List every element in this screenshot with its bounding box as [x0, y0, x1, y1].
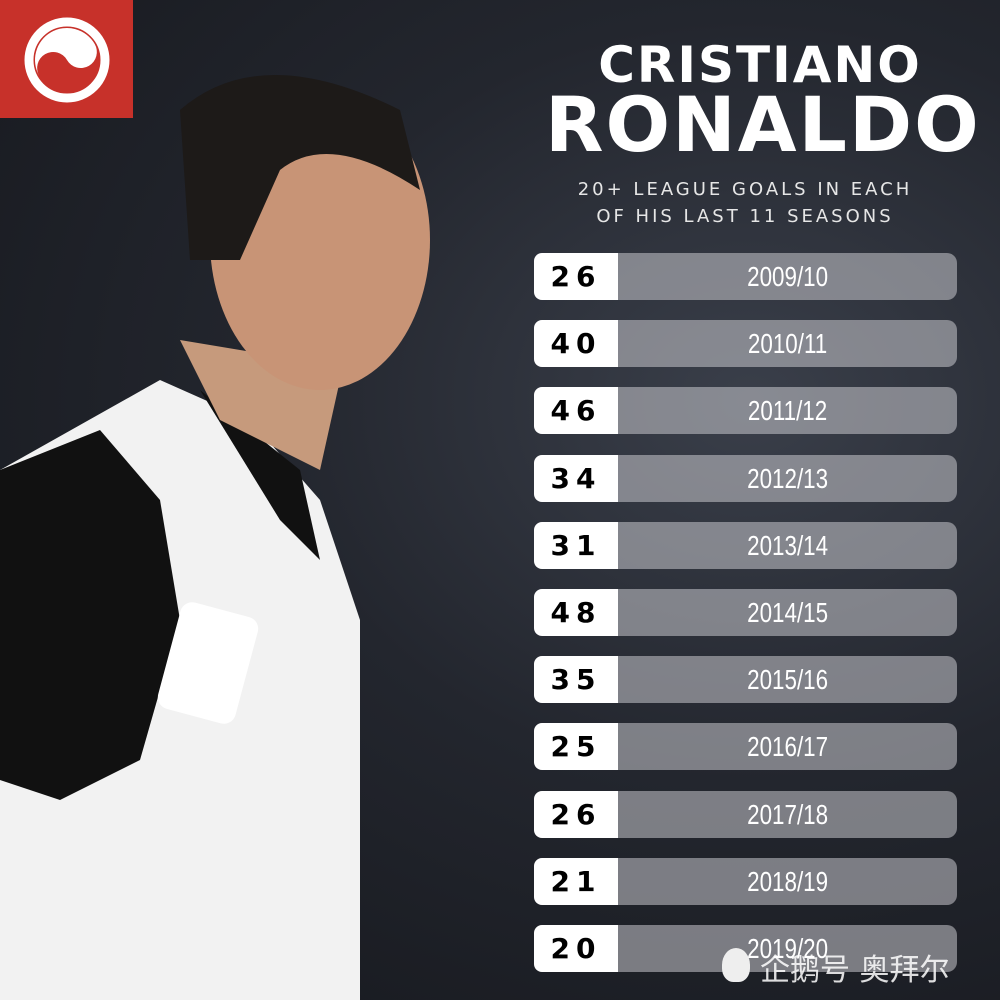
season-row: 26 2009/10 — [534, 253, 957, 300]
title-first-name: CRISTIANO — [598, 36, 922, 94]
title-last-name: RONALDO — [545, 80, 981, 169]
season-bar: 2010/11 — [618, 320, 957, 368]
season-bar: 2019/20 — [618, 925, 957, 972]
season-label: 2014/15 — [747, 597, 828, 628]
season-label: 2018/19 — [747, 865, 828, 897]
penguin-icon — [722, 948, 750, 982]
subtitle: 20+ LEAGUE GOALS IN EACH OF HIS LAST 11 … — [545, 176, 945, 230]
season-label: 2016/17 — [747, 731, 828, 763]
season-bar: 2013/14 — [618, 521, 957, 569]
goals-value: 26 — [534, 253, 618, 300]
season-bar: 2009/10 — [618, 253, 957, 300]
watermark: 企鹅号 奥拜尔 — [760, 953, 950, 988]
goals-value: 25 — [534, 723, 618, 771]
season-bar: 2018/19 — [618, 857, 957, 905]
goals-value: 20 — [534, 925, 618, 972]
goals-value: 21 — [534, 857, 618, 905]
player-photo — [0, 75, 430, 1000]
season-label: 2012/13 — [747, 462, 828, 494]
goals-value: 31 — [534, 521, 618, 569]
season-label: 2013/14 — [747, 529, 828, 561]
goals-value: 40 — [534, 320, 618, 368]
goals-value: 46 — [534, 387, 618, 435]
season-row: 40 2010/11 — [534, 320, 957, 368]
subtitle-line-2: OF HIS LAST 11 SEASONS — [596, 206, 894, 227]
season-row: 31 2013/14 — [534, 521, 957, 569]
subtitle-line-1: 20+ LEAGUE GOALS IN EACH — [577, 179, 913, 200]
season-row: 26 2017/18 — [534, 790, 957, 838]
season-row: 20 2019/20 — [534, 925, 957, 972]
season-row: 34 2012/13 — [534, 454, 957, 502]
season-row: 25 2016/17 — [534, 723, 957, 771]
goals-value: 26 — [534, 790, 618, 838]
goals-value: 35 — [534, 656, 618, 704]
season-label: 2009/10 — [747, 261, 828, 292]
season-bar: 2017/18 — [618, 790, 957, 838]
brand-logo — [0, 0, 133, 118]
season-label: 2017/18 — [747, 798, 828, 830]
season-row: 21 2018/19 — [534, 857, 957, 905]
season-label: 2011/12 — [747, 395, 828, 427]
season-label: 2010/11 — [747, 328, 828, 360]
season-bar: 2011/12 — [618, 387, 957, 435]
yin-yang-logo-icon — [24, 17, 110, 103]
season-label: 2015/16 — [747, 664, 828, 696]
season-bar: 2016/17 — [618, 723, 957, 771]
goals-value: 34 — [534, 454, 618, 502]
season-bar: 2012/13 — [618, 454, 957, 502]
season-row: 35 2015/16 — [534, 656, 957, 704]
goals-value: 48 — [534, 589, 618, 636]
season-label: 2019/20 — [747, 933, 828, 964]
season-row: 48 2014/15 — [534, 589, 957, 636]
season-bar: 2015/16 — [618, 656, 957, 704]
season-bar: 2014/15 — [618, 589, 957, 636]
season-row: 46 2011/12 — [534, 387, 957, 435]
